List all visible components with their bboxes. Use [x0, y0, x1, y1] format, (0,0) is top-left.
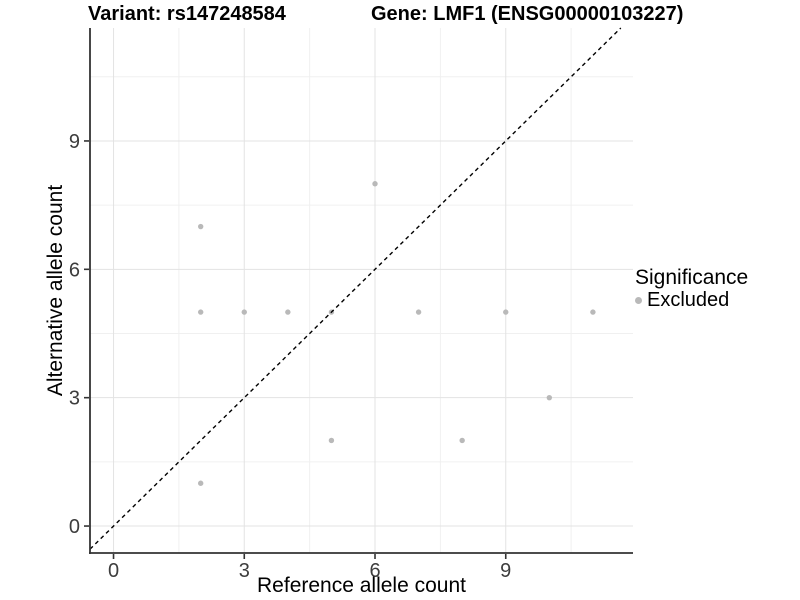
x-axis-title: Reference allele count — [257, 574, 466, 597]
data-point — [590, 309, 596, 315]
data-point — [197, 480, 204, 486]
x-tick-label: 9 — [500, 560, 511, 582]
data-point — [546, 394, 553, 401]
x-tick-label: 3 — [239, 560, 250, 582]
excluded-point-icon — [635, 297, 642, 304]
x-tick-label: 6 — [369, 560, 380, 582]
y-tick-label: 3 — [69, 388, 80, 410]
identity-line — [89, 27, 622, 550]
data-point — [372, 181, 378, 187]
data-point — [285, 309, 291, 315]
legend-title: Significance — [635, 266, 749, 289]
data-point — [415, 309, 422, 315]
legend-entry-excluded: Excluded — [630, 290, 748, 311]
data-point — [241, 309, 247, 315]
legend-entry-label: Excluded — [647, 289, 730, 311]
data-point — [503, 309, 509, 315]
x-tick-label: 0 — [108, 560, 119, 582]
data-point — [197, 309, 204, 315]
y-tick-label: 9 — [69, 131, 80, 153]
legend: Significance Excluded — [630, 267, 748, 311]
data-point — [328, 437, 335, 444]
y-axis-title: Alternative allele count — [44, 185, 67, 396]
y-tick-label: 0 — [69, 516, 80, 538]
gene-title: Gene: LMF1 (ENSG00000103227) — [371, 3, 684, 25]
y-tick-label: 6 — [69, 259, 80, 281]
variant-title: Variant: rs147248584 — [88, 3, 286, 25]
data-point — [197, 223, 204, 230]
data-point — [459, 437, 465, 444]
